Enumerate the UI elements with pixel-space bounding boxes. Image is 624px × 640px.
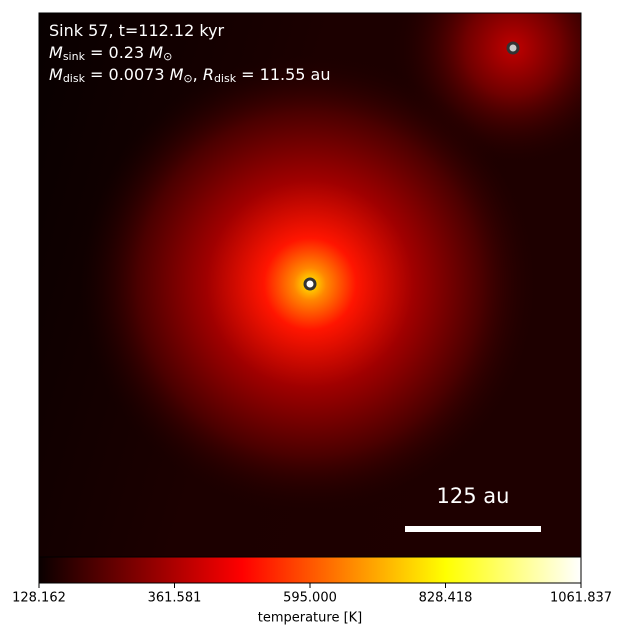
colorbar-label: temperature [K] [258,611,363,626]
sink-marker [303,277,317,291]
annotation-line: Sink 57, t=112.12 kyr [49,21,225,40]
annotation-part: = 11.55 au [236,65,330,84]
colorbar-tick-label: 828.418 [419,591,473,606]
annotation-part: Sink 57, t=112.12 kyr [49,21,225,40]
annotation-line: Mdisk = 0.0073 M⊙, Rdisk = 11.55 au [49,65,331,86]
annotation-part: ⊙ [183,72,192,85]
annotation-part: = 0.23 [85,43,149,62]
annotation-line: Msink = 0.23 M⊙ [49,43,172,64]
colorbar [38,556,582,584]
colorbar-tick-label: 595.000 [283,591,337,606]
annotation-part: ⊙ [163,50,172,63]
annotation-part: sink [63,50,86,63]
colorbar-tick-label: 128.162 [12,591,66,606]
annotation-part: R [203,65,214,84]
scale-bar-label: 125 au [437,484,510,508]
annotation-part: disk [214,72,237,85]
annotation-part: = 0.0073 [85,65,170,84]
annotation-part: disk [63,72,86,85]
annotation-part: M [49,43,63,62]
colorbar-tick-label: 1061.837 [550,591,612,606]
sink-marker [506,41,520,55]
annotation-part: M [149,43,163,62]
annotation-part: , [193,65,203,84]
colorbar-tick-label: 361.581 [148,591,202,606]
annotation-part: M [49,65,63,84]
annotation-part: M [170,65,184,84]
